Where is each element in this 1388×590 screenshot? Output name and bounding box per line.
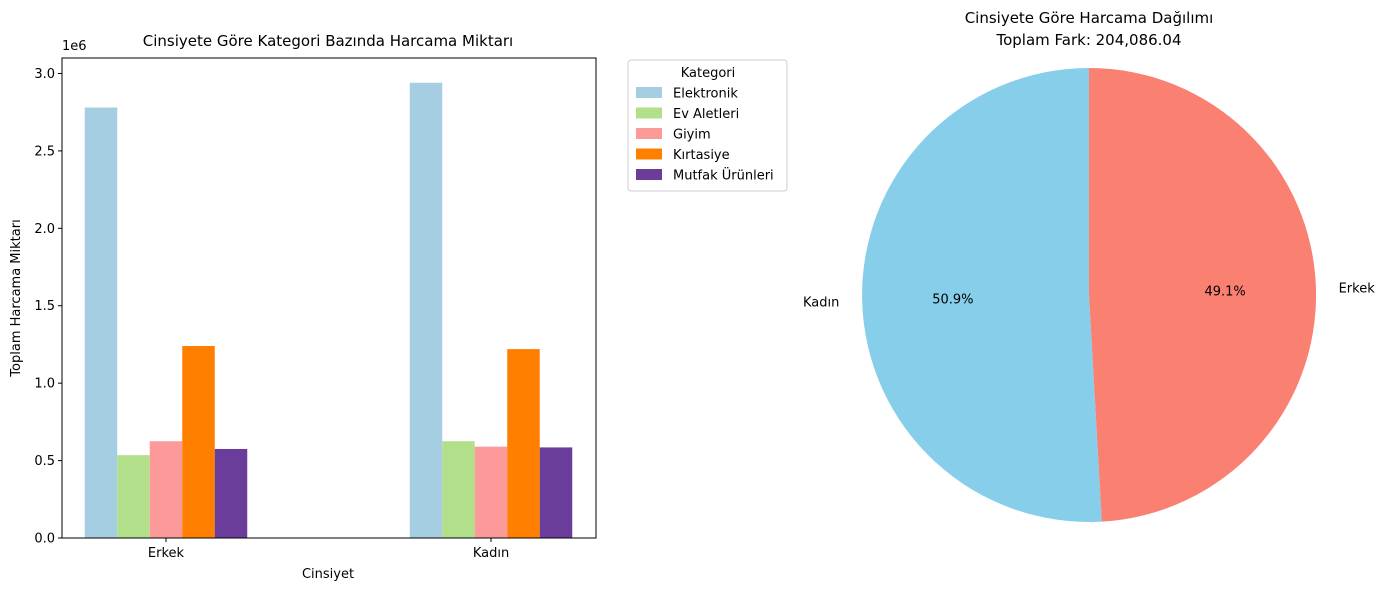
pie-chart-subtitle: Toplam Fark: 204,086.04 (995, 31, 1181, 49)
pie-percent-erkek: 49.1% (1204, 285, 1245, 300)
legend-items: Elektronik Ev Aletleri Giyim Kırtasiye Mutfa… (636, 87, 774, 184)
bar-kırtasiye-kadın (507, 349, 540, 538)
legend-label-kırtasiye: Kırtasiye (673, 148, 730, 163)
y-tick-label: 0.5 (34, 454, 55, 469)
legend-swatch-giyim (636, 128, 662, 139)
y-tick-label: 3.0 (34, 67, 55, 82)
legend-title: Kategori (681, 66, 736, 81)
bar-chart: Cinsiyete Göre Kategori Bazında Harcama … (9, 32, 597, 582)
bar-elektronik-kadın (409, 82, 443, 539)
y-offset-label: 1e6 (62, 39, 87, 54)
x-tick-label-kadın: Kadın (473, 546, 509, 561)
pie-slice-kadın (862, 68, 1102, 522)
legend-swatch-mutfak-ürünleri (636, 169, 662, 180)
pie-chart-title: Cinsiyete Göre Harcama Dağılımı (965, 9, 1214, 27)
bar-elektronik-erkek (84, 107, 118, 539)
y-tick-label: 1.5 (34, 299, 55, 314)
bar-ev-aletleri-erkek (117, 455, 150, 538)
y-tick-label: 2.5 (34, 144, 55, 159)
pie-label-kadın: Kadın (803, 296, 839, 311)
legend-label-elektronik: Elektronik (673, 87, 738, 102)
bar-mutfak-ürünleri-erkek (214, 448, 248, 538)
y-axis-label: Toplam Harcama Miktarı (9, 219, 24, 377)
bar-plot-frame (61, 57, 597, 539)
bar-chart-title: Cinsiyete Göre Kategori Bazında Harcama … (143, 32, 513, 50)
pie-percent-kadın: 50.9% (932, 292, 973, 307)
legend-box (627, 59, 788, 192)
pie-slices: Kadın 50.9% Erkek 49.1% (803, 67, 1376, 522)
bar-group (84, 82, 573, 539)
bar-kırtasiye-erkek (182, 346, 215, 538)
bar-giyim-erkek (149, 441, 183, 538)
legend-label-ev-aletleri: Ev Aletleri (673, 107, 739, 122)
legend-label-mutfak-ürünleri: Mutfak Ürünleri (673, 167, 774, 184)
pie-slice-erkek (1089, 67, 1317, 522)
x-tick-label-erkek: Erkek (148, 546, 185, 561)
legend: Kategori Elektronik Ev Aletleri Giyim Kırta… (627, 59, 788, 192)
pie-chart: Cinsiyete Göre Harcama Dağılımı Toplam F… (803, 9, 1375, 522)
y-axis-ticks: 0.0 0.5 1.0 1.5 2.0 2.5 3.0 (34, 67, 62, 547)
legend-label-giyim: Giyim (673, 128, 711, 143)
x-axis-label: Cinsiyet (302, 567, 354, 582)
pie-label-erkek: Erkek (1339, 281, 1376, 296)
legend-swatch-kırtasiye (636, 148, 662, 160)
legend-swatch-elektronik (636, 87, 662, 98)
bar-giyim-kadın (474, 446, 508, 538)
y-tick-label: 0.0 (34, 532, 55, 547)
x-axis-ticks: Erkek Kadın (148, 538, 509, 561)
bar-ev-aletleri-kadın (442, 441, 475, 538)
y-tick-label: 1.0 (34, 377, 55, 392)
bar-mutfak-ürünleri-kadın (539, 447, 573, 538)
y-tick-label: 2.0 (34, 222, 55, 237)
legend-swatch-ev-aletleri (636, 107, 662, 119)
